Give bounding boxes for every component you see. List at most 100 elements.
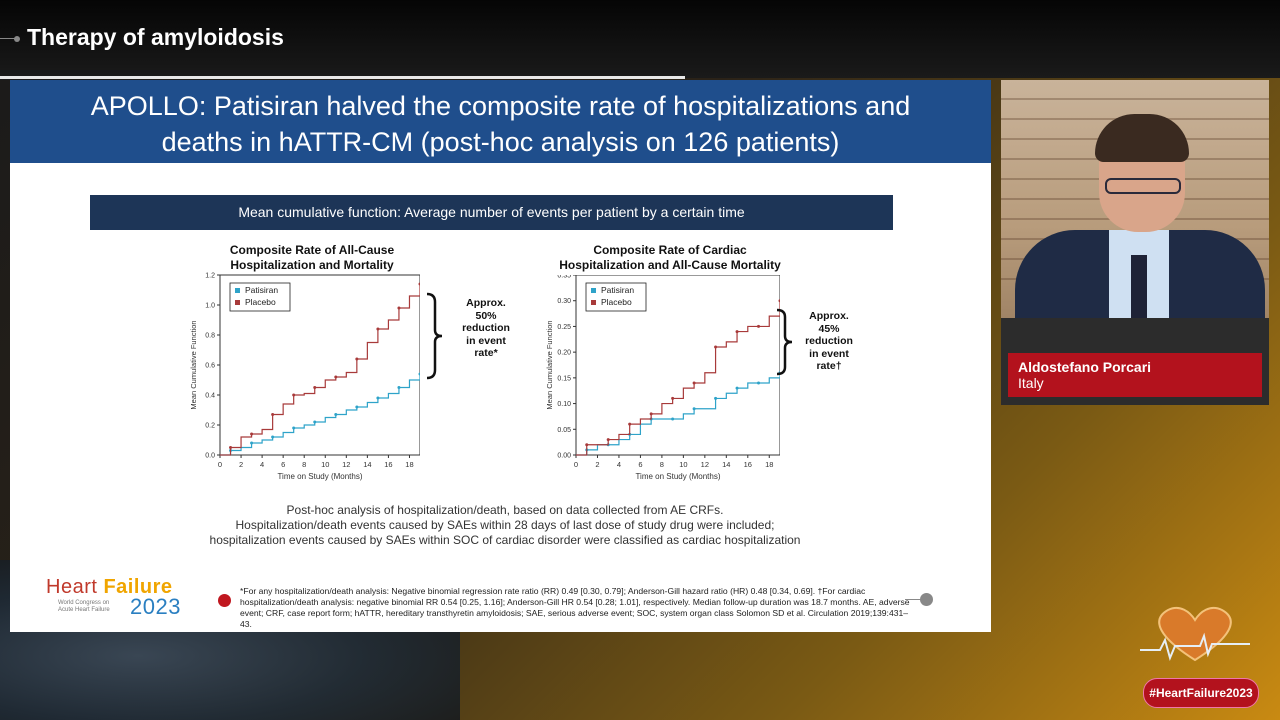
logo-year: 2023 xyxy=(130,594,181,619)
chart1-series-placebo-point xyxy=(334,375,338,379)
chart1-series-patisiran-point xyxy=(292,426,296,430)
chart1-xtick-label: 6 xyxy=(281,460,285,469)
chart2-plot: 0.00 0.05 0.10 0.15 0.20 0.25 0.30 0.35 0 2 4 6 8 10 1… xyxy=(545,275,780,481)
chart1-series-patisiran-point xyxy=(376,396,380,400)
chart2-legend-swatch xyxy=(591,288,596,293)
chart2-series-placebo-line xyxy=(576,300,780,456)
chart2-ytick-label: 0.35 xyxy=(557,275,571,280)
chart2-series-placebo-point xyxy=(628,422,632,426)
chart2-ytick-label: 0.10 xyxy=(557,401,571,408)
speaker-glasses xyxy=(1105,178,1181,194)
chart1-xtick-label: 14 xyxy=(363,460,371,469)
chart2-series-placebo-point xyxy=(649,412,653,416)
chart2-series-patisiran-line xyxy=(576,372,780,456)
chart1-ytick-label: 0.4 xyxy=(205,393,215,400)
note1-line-5: rate* xyxy=(474,347,498,359)
chart1-xtick-label: 18 xyxy=(405,460,413,469)
chart1-series-placebo-point xyxy=(250,432,254,436)
footnote-bullet xyxy=(218,594,231,607)
chart2-xtick-label: 10 xyxy=(679,460,687,469)
chart1-series-patisiran-point xyxy=(397,386,401,389)
logo-failure-text: Failure xyxy=(103,576,173,598)
chart2-xtick-label: 16 xyxy=(744,460,752,469)
bracket-1 xyxy=(426,292,443,380)
chart2-title-line-2: Hospitalization and All-Cause Mortality xyxy=(559,258,781,272)
chart2-legend-swatch xyxy=(591,300,596,305)
chart1-title-line-1: Composite Rate of All-Cause xyxy=(229,243,395,257)
chart2-series-placebo-point xyxy=(692,381,696,385)
session-title: Therapy of amyloidosis xyxy=(27,24,284,50)
chart1-ytick-label: 0.8 xyxy=(205,333,215,340)
congress-logo: Heart Failure World Congress on Acute He… xyxy=(46,576,180,619)
speaker-country: Italy xyxy=(1018,375,1044,391)
chart1-y-axis-label: Mean Cumulative Function xyxy=(189,320,198,409)
chart2-title-line-1: Composite Rate of Cardiac xyxy=(593,243,747,257)
slide-title-line-1: APOLLO: Patisiran halved the composite r… xyxy=(90,91,911,121)
slide-header: APOLLO: Patisiran halved the composite r… xyxy=(10,80,991,163)
chart1-xtick-label: 2 xyxy=(239,460,243,469)
chart1-series-placebo-point xyxy=(271,413,275,416)
chart1-x-axis-label: Time on Study (Months) xyxy=(277,472,362,481)
caption-line-1: Post-hoc analysis of hospitalization/dea… xyxy=(286,503,724,517)
chart2-ytick-label: 0.00 xyxy=(557,453,571,460)
chart2-ytick-label: 0.15 xyxy=(557,375,571,382)
chart2-xtick-label: 14 xyxy=(722,460,730,469)
chart2-series-patisiran-point xyxy=(692,407,696,411)
chart1-title: Composite Rate of All-Cause Hospitalizat… xyxy=(170,243,454,273)
chart2-series-placebo-point xyxy=(671,396,675,400)
reduction-note-1: Approx. 50% reduction in event rate* xyxy=(450,297,522,360)
chart1-xtick-label: 0 xyxy=(218,460,222,469)
chart2-ytick-label: 0.30 xyxy=(557,298,571,305)
chart1-series-placebo-point xyxy=(418,282,420,286)
chart2-xtick-label: 6 xyxy=(638,460,642,469)
subtitle-band: Mean cumulative function: Average number… xyxy=(90,195,893,230)
chart1-series-patisiran-point xyxy=(355,405,359,409)
chart2-x-axis-label: Time on Study (Months) xyxy=(635,472,720,481)
slide-caption: Post-hoc analysis of hospitalization/dea… xyxy=(110,503,900,548)
chart1-ytick-label: 1.2 xyxy=(205,273,215,280)
chart2-series-patisiran-point xyxy=(757,381,761,385)
session-bar: Therapy of amyloidosis xyxy=(0,0,1280,78)
session-bar-line xyxy=(0,38,16,39)
chart1-xtick-label: 16 xyxy=(384,460,392,469)
note1-line-2: 50% xyxy=(475,309,497,322)
chart1-series-placebo-line xyxy=(220,284,420,456)
slide: APOLLO: Patisiran halved the composite r… xyxy=(10,80,991,632)
chart2-series-placebo-point xyxy=(714,345,718,349)
chart2-series-placebo-point xyxy=(778,299,780,303)
footnote-line xyxy=(905,599,925,600)
heart-logo-icon xyxy=(1140,606,1250,662)
chart2-xtick-label: 4 xyxy=(617,460,621,469)
chart1-legend-swatch xyxy=(235,288,240,293)
caption-line-2: Hospitalization/death events caused by S… xyxy=(235,518,775,532)
chart1-ytick-label: 0.0 xyxy=(205,453,215,460)
chart1-title-line-2: Hospitalization and Mortality xyxy=(230,258,394,272)
chart1-ytick-label: 0.6 xyxy=(205,363,215,370)
logo-heart-text: Heart xyxy=(46,576,98,598)
caption-line-3: hospitalization events caused by SAEs wi… xyxy=(209,533,801,547)
footnote-dot xyxy=(920,593,933,606)
chart1-legend-box xyxy=(229,282,291,312)
note2-line-3: reduction xyxy=(805,335,853,347)
note2-line-4: in event xyxy=(809,347,849,360)
logo-subtitle: World Congress on Acute Heart Failure xyxy=(58,600,110,613)
chart2-xtick-label: 12 xyxy=(701,460,709,469)
chart1-series-patisiran-point xyxy=(418,372,420,376)
chart1-series-placebo-point xyxy=(292,393,296,397)
chart1-series-placebo-point xyxy=(229,446,233,449)
bracket-2 xyxy=(776,308,793,376)
chart1-ytick-label: 1.0 xyxy=(205,303,215,310)
chart2-title: Composite Rate of Cardiac Hospitalizatio… xyxy=(520,243,820,273)
logo-heart-failure: Heart Failure xyxy=(46,576,173,599)
chart1-series-patisiran-point xyxy=(334,413,338,416)
note1-line-4: in event xyxy=(466,334,506,347)
chart1-legend-swatch xyxy=(235,300,240,305)
speaker-name-box: Aldostefano Porcari Italy xyxy=(1008,353,1262,397)
chart2-series-patisiran-point xyxy=(671,417,675,421)
note1-line-3: reduction xyxy=(462,322,510,334)
chart2-series-placebo-point xyxy=(585,443,589,447)
note2-line-2: 45% xyxy=(818,322,840,335)
note2-line-1: Approx. xyxy=(809,310,849,322)
chart1-xtick-label: 12 xyxy=(342,460,350,469)
chart1-plot: 0.0 0.2 0.4 0.6 0.8 1.0 1.2 0 2 4 6 8 10 12 14 16 18 Time… xyxy=(189,273,420,481)
